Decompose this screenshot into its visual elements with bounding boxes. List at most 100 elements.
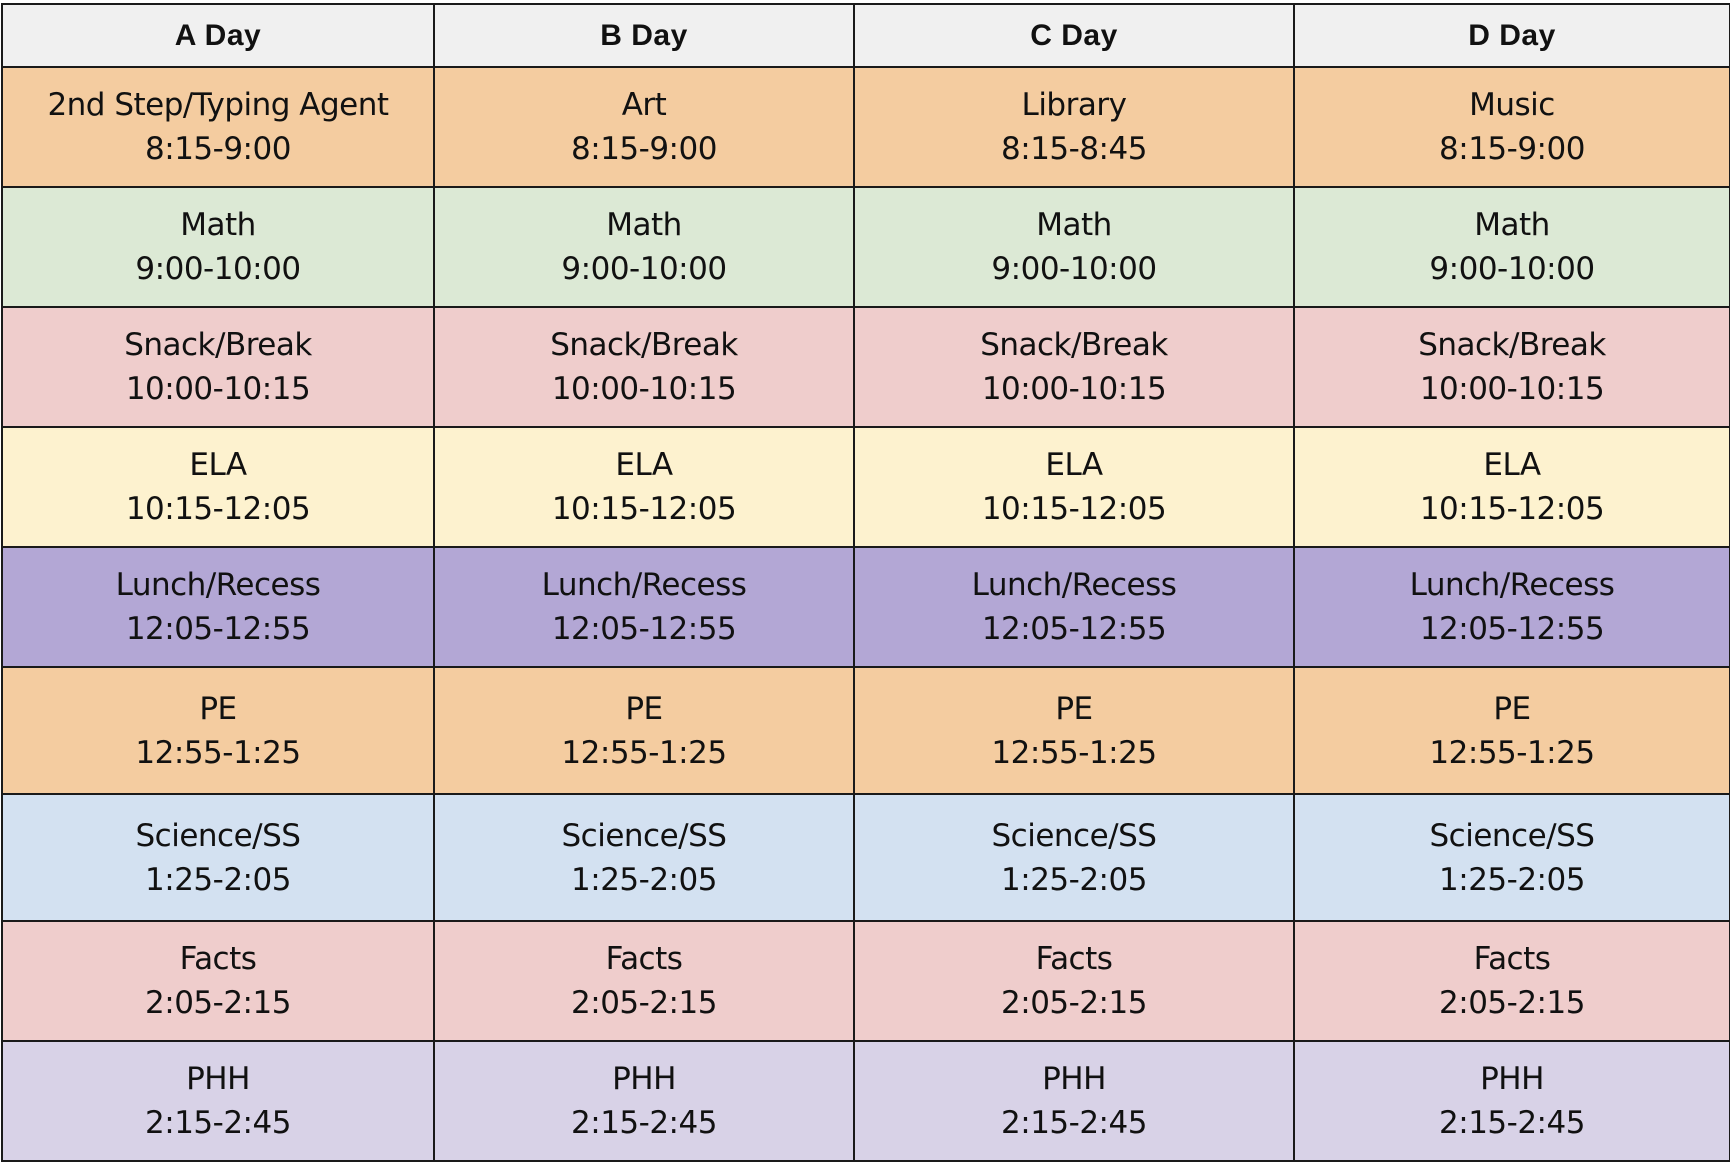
- schedule-cell-c-day: ELA 10:15-12:05: [853, 426, 1295, 548]
- time-label: 10:15-12:05: [1419, 491, 1605, 527]
- schedule-cell-d-day: Science/SS 1:25-2:05: [1293, 793, 1730, 922]
- subject-label: ELA: [1045, 447, 1103, 483]
- time-label: 9:00-10:00: [991, 251, 1157, 287]
- time-label: 10:00-10:15: [981, 371, 1167, 407]
- schedule-cell-a-day: PHH 2:15-2:45: [1, 1040, 435, 1162]
- time-label: 1:25-2:05: [571, 861, 717, 898]
- schedule-cell-c-day: Snack/Break 10:00-10:15: [853, 306, 1295, 428]
- schedule-cell-d-day: PE 12:55-1:25: [1293, 666, 1730, 795]
- subject-label: Science/SS: [1429, 817, 1595, 854]
- subject-label: PE: [199, 690, 237, 727]
- subject-label: ELA: [615, 447, 673, 483]
- schedule-cell-b-day: PE 12:55-1:25: [433, 666, 855, 795]
- subject-label: PHH: [612, 1061, 676, 1097]
- subject-label: Science/SS: [991, 817, 1157, 854]
- schedule-cell-c-day: Math 9:00-10:00: [853, 186, 1295, 308]
- subject-label: Snack/Break: [124, 327, 312, 363]
- time-label: 1:25-2:05: [1001, 861, 1147, 898]
- schedule-cell-a-day: 2nd Step/Typing Agent 8:15-9:00: [1, 66, 435, 188]
- time-label: 9:00-10:00: [561, 251, 727, 287]
- subject-label: PHH: [186, 1061, 250, 1097]
- time-label: 10:15-12:05: [125, 491, 311, 527]
- schedule-cell-d-day: Music 8:15-9:00: [1293, 66, 1730, 188]
- schedule-cell-a-day: Lunch/Recess 12:05-12:55: [1, 546, 435, 668]
- schedule-cell-a-day: ELA 10:15-12:05: [1, 426, 435, 548]
- time-label: 2:15-2:45: [1439, 1105, 1585, 1141]
- time-label: 10:00-10:15: [125, 371, 311, 407]
- subject-label: Snack/Break: [1418, 327, 1606, 363]
- time-label: 2:05-2:15: [1001, 985, 1147, 1021]
- table-row: Facts 2:05-2:15 Facts 2:05-2:15 Facts 2:05-2:…: [1, 920, 1730, 1042]
- time-label: 8:15-9:00: [571, 131, 717, 167]
- subject-label: 2nd Step/Typing Agent: [47, 87, 389, 123]
- subject-label: Math: [180, 207, 256, 243]
- schedule-body: 2nd Step/Typing Agent 8:15-9:00 Art 8:15-9:…: [1, 66, 1730, 1162]
- schedule-cell-b-day: Math 9:00-10:00: [433, 186, 855, 308]
- time-label: 12:05-12:55: [551, 611, 737, 647]
- time-label: 2:15-2:45: [145, 1105, 291, 1141]
- subject-label: Music: [1469, 87, 1555, 123]
- time-label: 2:15-2:45: [1001, 1105, 1147, 1141]
- subject-label: Lunch/Recess: [971, 567, 1177, 603]
- subject-label: Library: [1021, 87, 1127, 123]
- subject-label: Lunch/Recess: [115, 567, 321, 603]
- schedule-cell-a-day: PE 12:55-1:25: [1, 666, 435, 795]
- subject-label: ELA: [189, 447, 247, 483]
- schedule-cell-d-day: ELA 10:15-12:05: [1293, 426, 1730, 548]
- subject-label: Math: [1474, 207, 1550, 243]
- time-label: 12:05-12:55: [981, 611, 1167, 647]
- time-label: 8:15-9:00: [1439, 131, 1585, 167]
- schedule-cell-b-day: Art 8:15-9:00: [433, 66, 855, 188]
- schedule-sheet: A Day B Day C Day D Day 2nd Step/Typing …: [1, 3, 1730, 1162]
- schedule-cell-c-day: PHH 2:15-2:45: [853, 1040, 1295, 1162]
- schedule-cell-d-day: Snack/Break 10:00-10:15: [1293, 306, 1730, 428]
- subject-label: Facts: [1473, 941, 1551, 977]
- time-label: 9:00-10:00: [135, 251, 301, 287]
- time-label: 12:55-1:25: [1429, 734, 1595, 771]
- table-row: Math 9:00-10:00 Math 9:00-10:00 Math 9:00-10:…: [1, 186, 1730, 308]
- schedule-cell-d-day: PHH 2:15-2:45: [1293, 1040, 1730, 1162]
- table-row: Science/SS 1:25-2:05 Science/SS 1:25-2:05 Sc…: [1, 793, 1730, 922]
- table-row: ELA 10:15-12:05 ELA 10:15-12:05 ELA 10:15-12:…: [1, 426, 1730, 548]
- schedule-cell-b-day: ELA 10:15-12:05: [433, 426, 855, 548]
- table-row: PE 12:55-1:25 PE 12:55-1:25 PE 12:55-1:25 PE 12…: [1, 666, 1730, 795]
- time-label: 8:15-8:45: [1001, 131, 1147, 167]
- table-row: PHH 2:15-2:45 PHH 2:15-2:45 PHH 2:15-2:45 PHH 2…: [1, 1040, 1730, 1162]
- subject-label: Science/SS: [561, 817, 727, 854]
- table-row: Lunch/Recess 12:05-12:55 Lunch/Recess 12:05…: [1, 546, 1730, 668]
- time-label: 12:05-12:55: [1419, 611, 1605, 647]
- subject-label: ELA: [1483, 447, 1541, 483]
- schedule-cell-b-day: PHH 2:15-2:45: [433, 1040, 855, 1162]
- subject-label: Math: [606, 207, 682, 243]
- time-label: 2:05-2:15: [571, 985, 717, 1021]
- subject-label: Art: [621, 87, 667, 123]
- time-label: 1:25-2:05: [145, 861, 291, 898]
- schedule-cell-b-day: Snack/Break 10:00-10:15: [433, 306, 855, 428]
- time-label: 10:15-12:05: [551, 491, 737, 527]
- schedule-cell-c-day: Science/SS 1:25-2:05: [853, 793, 1295, 922]
- schedule-cell-a-day: Facts 2:05-2:15: [1, 920, 435, 1042]
- schedule-cell-b-day: Facts 2:05-2:15: [433, 920, 855, 1042]
- header-d-day: D Day: [1293, 3, 1730, 68]
- subject-label: Lunch/Recess: [1409, 567, 1615, 603]
- time-label: 1:25-2:05: [1439, 861, 1585, 898]
- time-label: 2:05-2:15: [145, 985, 291, 1021]
- subject-label: PHH: [1480, 1061, 1544, 1097]
- header-b-day: B Day: [433, 3, 855, 68]
- subject-label: PE: [625, 690, 663, 727]
- subject-label: Snack/Break: [980, 327, 1168, 363]
- header-row: A Day B Day C Day D Day: [1, 3, 1730, 68]
- schedule-cell-d-day: Facts 2:05-2:15: [1293, 920, 1730, 1042]
- schedule-cell-b-day: Science/SS 1:25-2:05: [433, 793, 855, 922]
- schedule-cell-c-day: Lunch/Recess 12:05-12:55: [853, 546, 1295, 668]
- time-label: 9:00-10:00: [1429, 251, 1595, 287]
- time-label: 12:05-12:55: [125, 611, 311, 647]
- subject-label: Facts: [1035, 941, 1113, 977]
- subject-label: Math: [1036, 207, 1112, 243]
- header-c-day: C Day: [853, 3, 1295, 68]
- schedule-cell-b-day: Lunch/Recess 12:05-12:55: [433, 546, 855, 668]
- schedule-cell-c-day: Library 8:15-8:45: [853, 66, 1295, 188]
- header-a-day: A Day: [1, 3, 435, 68]
- subject-label: PE: [1493, 690, 1531, 727]
- subject-label: Facts: [605, 941, 683, 977]
